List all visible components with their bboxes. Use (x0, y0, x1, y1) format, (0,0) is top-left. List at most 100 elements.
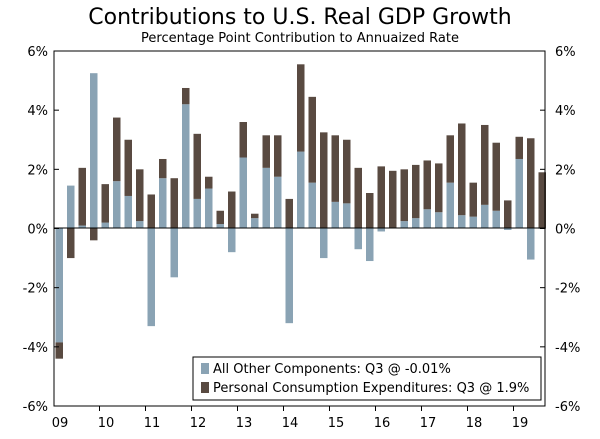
bar-other-09Q2 (67, 185, 75, 229)
bar-other-12Q1 (193, 198, 201, 229)
bar-other-17Q3 (446, 182, 454, 229)
left-tick-label: -4% (23, 341, 48, 356)
bar-pce-13Q4 (274, 135, 282, 177)
bar-other-15Q2 (343, 203, 351, 229)
right-tick-label: -2% (555, 282, 580, 297)
bar-pce-15Q3 (354, 167, 362, 229)
x-tick-label: 17 (420, 416, 437, 431)
bar-other-19Q2 (527, 228, 535, 260)
bar-pce-17Q4 (458, 123, 466, 216)
x-tick-label: 12 (190, 416, 207, 431)
bar-other-13Q3 (262, 167, 270, 229)
bar-pce-18Q3 (492, 142, 500, 211)
bar-other-18Q2 (481, 204, 489, 229)
bar-other-13Q2 (251, 218, 259, 229)
bar-pce-19Q2 (527, 138, 535, 229)
bar-other-18Q3 (492, 210, 500, 229)
bar-pce-19Q1 (515, 136, 523, 159)
bar-pce-09Q2 (67, 228, 75, 259)
right-tick-label: -4% (555, 341, 580, 356)
bar-other-12Q2 (205, 188, 213, 229)
bar-pce-13Q3 (262, 135, 270, 168)
x-tick-label: 16 (374, 416, 391, 431)
x-tick-label: 13 (236, 416, 253, 431)
x-axis: 09 10 11 12 13 14 15 16 17 18 19 (52, 406, 529, 431)
bar-pce-14Q2 (297, 64, 305, 152)
bar-pce-12Q3 (216, 210, 224, 225)
x-tick-label: 18 (466, 416, 483, 431)
legend-label-other: All Other Components: Q3 @ -0.01% (213, 362, 451, 377)
bar-other-17Q2 (435, 212, 443, 229)
bar-pce-09Q4 (90, 228, 98, 241)
bar-other-11Q1 (147, 228, 155, 327)
bar-pce-13Q1 (239, 122, 247, 158)
bar-other-17Q1 (423, 209, 431, 229)
bar-other-10Q1 (101, 222, 109, 229)
left-tick-label: -6% (23, 400, 48, 415)
chart-subtitle: Percentage Point Contribution to Annuaiz… (141, 31, 459, 46)
bar-other-13Q4 (274, 176, 282, 229)
bar-pce-13Q2 (251, 213, 259, 219)
bar-other-14Q3 (308, 182, 316, 229)
legend: All Other Components: Q3 @ -0.01% Person… (192, 356, 542, 401)
left-axis: 6% 4% 2% 0% -2% -4% -6% (23, 45, 59, 415)
bar-pce-11Q3 (170, 178, 178, 229)
bar-pce-17Q3 (446, 135, 454, 183)
x-tick-label: 14 (282, 416, 299, 431)
legend-label-pce: Personal Consumption Expenditures: Q3 @ … (213, 381, 529, 396)
bar-pce-17Q2 (435, 163, 443, 213)
left-tick-label: 4% (27, 104, 48, 119)
bar-pce-10Q2 (113, 117, 121, 182)
bar-other-10Q3 (124, 195, 132, 229)
bar-pce-15Q1 (331, 135, 339, 202)
bar-other-11Q3 (170, 228, 178, 278)
bar-pce-09Q1 (55, 342, 63, 359)
bar-other-15Q3 (354, 228, 362, 250)
bar-pce-17Q1 (423, 160, 431, 210)
bar-other-16Q4 (412, 218, 420, 229)
bar-other-15Q1 (331, 201, 339, 229)
bar-pce-11Q1 (147, 194, 155, 229)
x-tick-label: 19 (512, 416, 529, 431)
bar-pce-14Q4 (320, 132, 328, 229)
bar-other-15Q4 (366, 228, 374, 262)
x-tick-label: 09 (52, 416, 69, 431)
bar-other-18Q1 (469, 216, 477, 229)
right-tick-label: -6% (555, 400, 580, 415)
right-tick-label: 4% (555, 104, 576, 119)
right-axis: 6% 4% 2% 0% -2% -4% -6% (540, 45, 580, 415)
bar-pce-15Q4 (366, 193, 374, 229)
bar-other-16Q3 (400, 221, 408, 229)
bar-pce-10Q1 (101, 184, 109, 223)
bar-other-10Q2 (113, 181, 121, 229)
bar-pce-12Q4 (228, 191, 236, 229)
legend-swatch-pce (201, 382, 209, 393)
x-tick-label: 10 (98, 416, 115, 431)
bar-other-09Q3 (78, 225, 86, 229)
bar-pce-10Q4 (136, 169, 144, 222)
right-tick-label: 6% (555, 45, 576, 60)
x-tick-label: 15 (328, 416, 345, 431)
bar-pce-12Q2 (205, 176, 213, 189)
left-tick-label: 2% (27, 163, 48, 178)
bar-pce-12Q1 (193, 133, 201, 199)
bar-pce-16Q3 (400, 169, 408, 222)
bar-other-12Q4 (228, 228, 236, 253)
bar-pce-10Q3 (124, 139, 132, 196)
bar-pce-11Q2 (159, 158, 167, 179)
bar-other-19Q1 (515, 158, 523, 229)
bar-other-11Q4 (182, 104, 190, 229)
bar-pce-18Q4 (504, 200, 512, 229)
left-tick-label: 0% (27, 223, 48, 238)
bar-other-14Q1 (285, 228, 293, 324)
x-tick-label: 11 (144, 416, 161, 431)
bar-pce-18Q1 (469, 182, 477, 217)
left-tick-label: 6% (27, 45, 48, 60)
bar-other-14Q2 (297, 151, 305, 229)
bar-pce-11Q4 (182, 87, 190, 105)
bar-other-18Q4 (504, 228, 512, 230)
bar-other-11Q2 (159, 178, 167, 229)
bar-pce-16Q2 (389, 170, 397, 229)
bar-other-09Q4 (90, 73, 98, 229)
